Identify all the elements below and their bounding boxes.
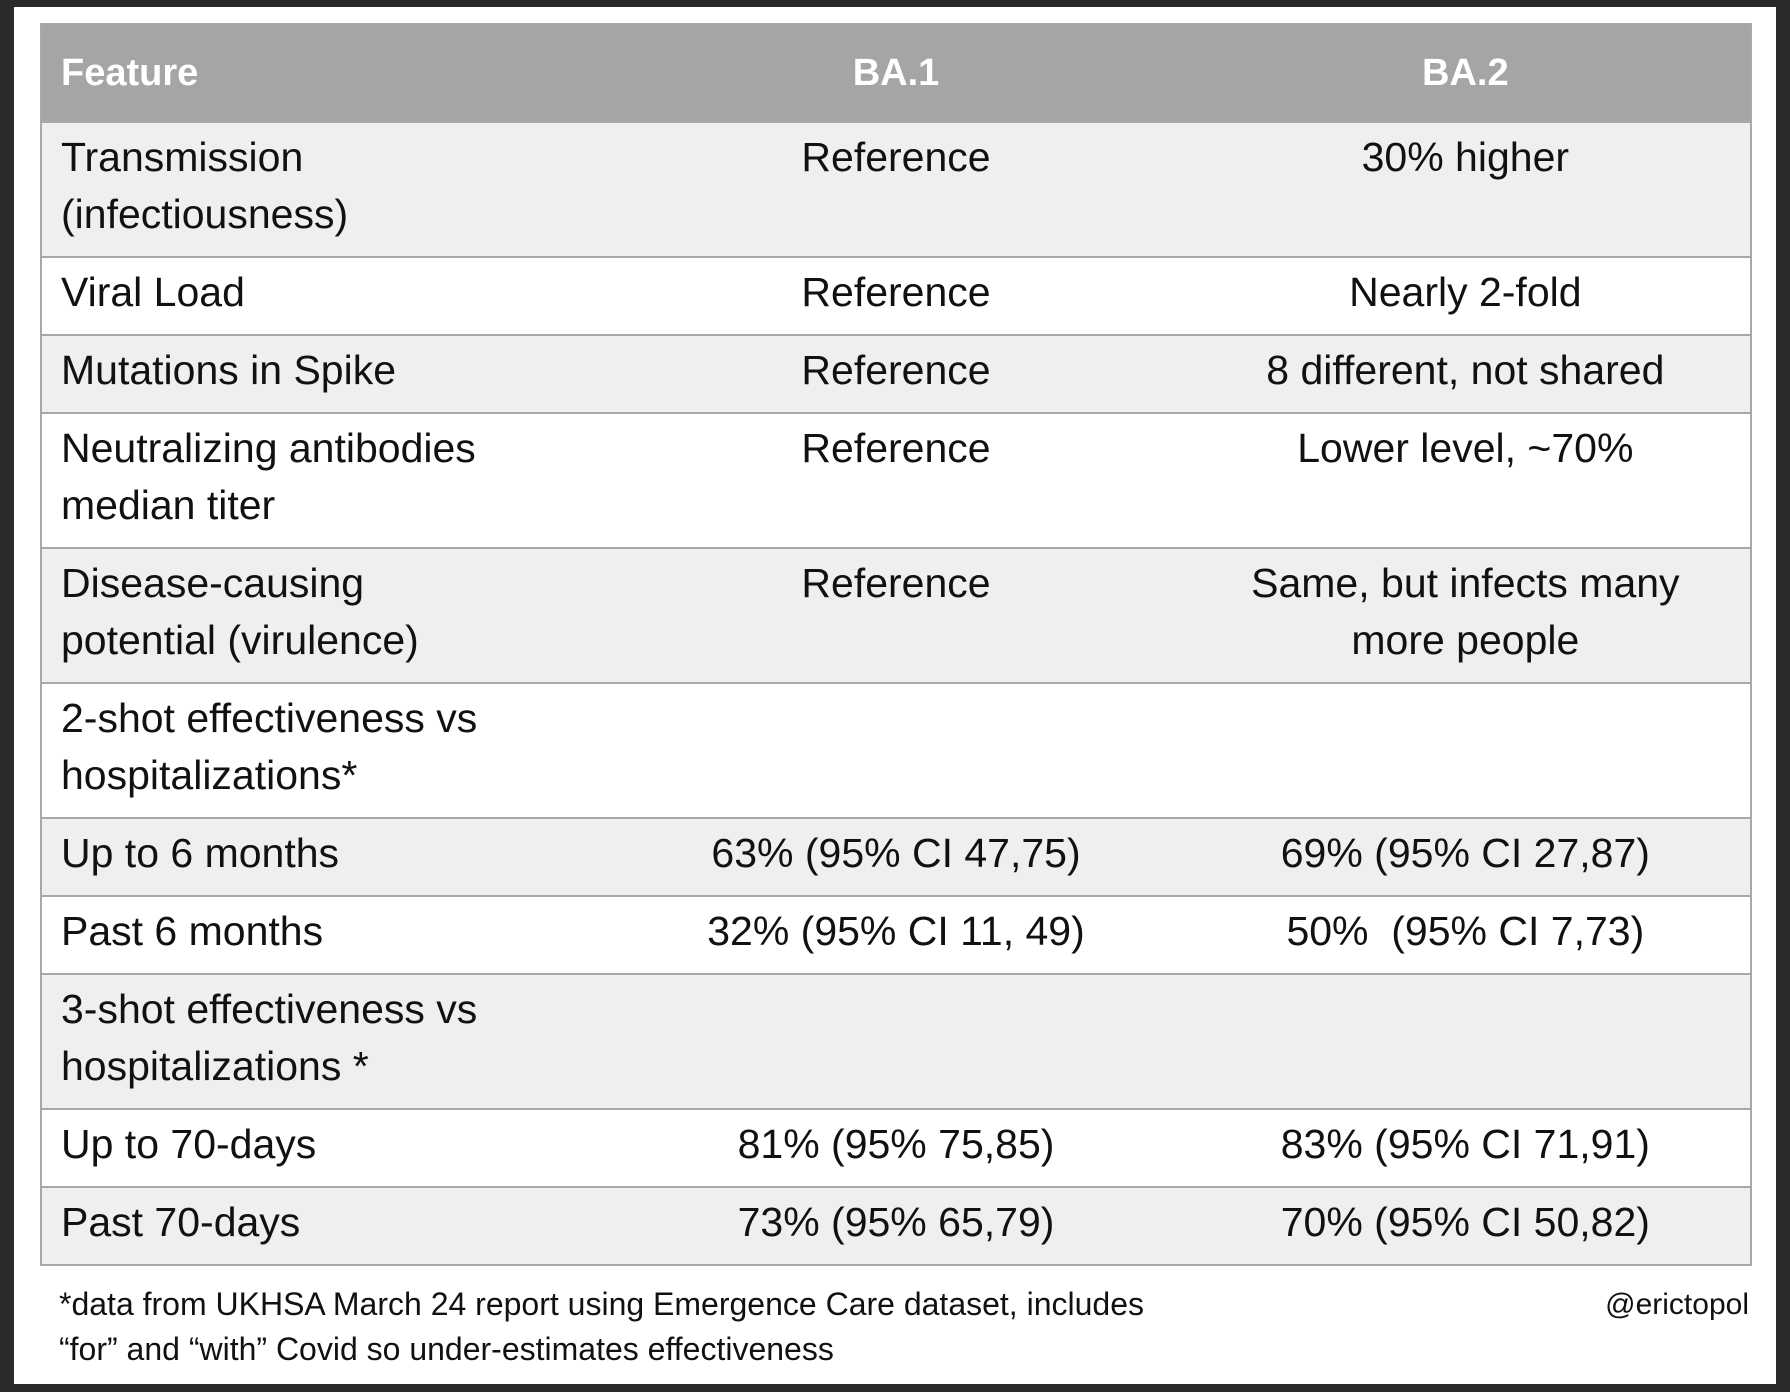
table-cell: 50% (95% CI 7,73) [1181,897,1750,973]
cell-text: Past 6 months [61,908,324,954]
table-cell: Past 70-days [42,1188,611,1264]
footnote-line: “for” and “with” Covid so under-estimate… [59,1331,834,1367]
table-cell [611,684,1180,817]
cell-text: Neutralizing antibodies [61,425,476,471]
table-cell [1181,975,1750,1108]
table-cell: Reference [611,258,1180,334]
cell-text: median titer [61,482,276,528]
table-cell: 73% (95% 65,79) [611,1188,1180,1264]
table-cell: 69% (95% CI 27,87) [1181,819,1750,895]
cell-text: Reference [801,560,991,606]
table-cell: Disease-causing potential (virulence) [42,549,611,682]
table-row: Disease-causing potential (virulence) Refe… [42,547,1750,682]
cell-text: 73% (95% 65,79) [737,1199,1055,1245]
table-cell: Mutations in Spike [42,336,611,412]
table-cell: Reference [611,336,1180,412]
table-cell: 30% higher [1181,123,1750,256]
table-cell: 63% (95% CI 47,75) [611,819,1180,895]
cell-text: Nearly 2-fold [1349,269,1582,315]
cell-text: hospitalizations* [61,752,358,798]
table-row: Past 6 months 32% (95% CI 11, 49) 50% (95%… [42,895,1750,973]
cell-text: Same, but infects many [1251,560,1680,606]
table-cell: Reference [611,414,1180,547]
cell-text: 32% (95% CI 11, 49) [707,908,1085,954]
table-cell: Neutralizing antibodies median titer [42,414,611,547]
cell-text: 81% (95% 75,85) [737,1121,1055,1167]
table-row: Past 70-days 73% (95% 65,79) 70% (95% CI 5… [42,1186,1750,1264]
table-cell: Reference [611,549,1180,682]
table-cell: 2-shot effectiveness vs hospitalizations* [42,684,611,817]
table-row: Viral Load Reference Nearly 2-fold [42,256,1750,334]
table-row: Up to 70-days 81% (95% 75,85) 83% (95% CI … [42,1108,1750,1186]
cell-text: Viral Load [61,269,245,315]
comparison-table: Feature BA.1 BA.2 Transmission (infectiousne… [40,23,1752,1266]
panel: Feature BA.1 BA.2 Transmission (infectiousne… [14,7,1776,1384]
cell-text: Reference [801,425,991,471]
table-cell: Reference [611,123,1180,256]
table-cell: 83% (95% CI 71,91) [1181,1110,1750,1186]
cell-text: Reference [801,269,991,315]
cell-text: Past 70-days [61,1199,301,1245]
table-cell: 3-shot effectiveness vs hospitalizations … [42,975,611,1108]
header-cell: BA.2 [1422,51,1509,94]
table-cell: Viral Load [42,258,611,334]
table-cell: Up to 70-days [42,1110,611,1186]
footnote-line: *data from UKHSA March 24 report using E… [59,1286,1144,1322]
header-row: Feature BA.1 BA.2 [42,25,1750,121]
cell-text: hospitalizations * [61,1043,369,1089]
table-cell: 32% (95% CI 11, 49) [611,897,1180,973]
footnote: *data from UKHSA March 24 report using E… [59,1282,1749,1372]
table-cell: 8 different, not shared [1181,336,1750,412]
header-cell: BA.1 [852,51,940,94]
table-cell: Lower level, ~70% [1181,414,1750,547]
table-cell: Transmission (infectiousness) [42,123,611,256]
cell-text: Up to 70-days [61,1121,317,1167]
cell-text: Up to 6 months [61,830,340,876]
table-cell: 81% (95% 75,85) [611,1110,1180,1186]
table-row: Transmission (infectiousness) Reference 30%… [42,121,1750,256]
table-cell [611,975,1180,1108]
cell-text: 63% (95% CI 47,75) [711,830,1081,876]
cell-text: Reference [801,347,991,393]
cell-text: 70% (95% CI 50,82) [1280,1199,1650,1245]
cell-text: 83% (95% CI 71,91) [1280,1121,1650,1167]
table-cell: Nearly 2-fold [1181,258,1750,334]
table-cell: Past 6 months [42,897,611,973]
table-cell: Up to 6 months [42,819,611,895]
cell-text: potential (virulence) [61,617,419,663]
cell-text: 3-shot effectiveness vs [61,986,478,1032]
cell-text: Lower level, ~70% [1297,425,1634,471]
header-cell: Feature [61,51,199,94]
table-row: Neutralizing antibodies median titer Refer… [42,412,1750,547]
table-cell [1181,684,1750,817]
table-row: Mutations in Spike Reference 8 different, … [42,334,1750,412]
cell-text: Reference [801,134,991,180]
cell-text: more people [1351,617,1580,663]
cell-text: (infectiousness) [61,191,349,237]
cell-text: Transmission [61,134,304,180]
cell-text: 50% (95% CI 7,73) [1286,908,1645,954]
credit: @erictopol [1605,1288,1749,1321]
cell-text: 30% higher [1361,134,1570,180]
footer: *data from UKHSA March 24 report using E… [59,1282,1749,1372]
table-cell: Same, but infects many more people [1181,549,1750,682]
table-row: 2-shot effectiveness vs hospitalizations* [42,682,1750,817]
table-cell: 70% (95% CI 50,82) [1181,1188,1750,1264]
cell-text: 69% (95% CI 27,87) [1280,830,1650,876]
table-row: 3-shot effectiveness vs hospitalizations … [42,973,1750,1108]
cell-text: 2-shot effectiveness vs [61,695,478,741]
cell-text: Disease-causing [61,560,365,606]
cell-text: 8 different, not shared [1266,347,1665,393]
cell-text: Mutations in Spike [61,347,397,393]
table-row: Up to 6 months 63% (95% CI 47,75) 69% (95%… [42,817,1750,895]
